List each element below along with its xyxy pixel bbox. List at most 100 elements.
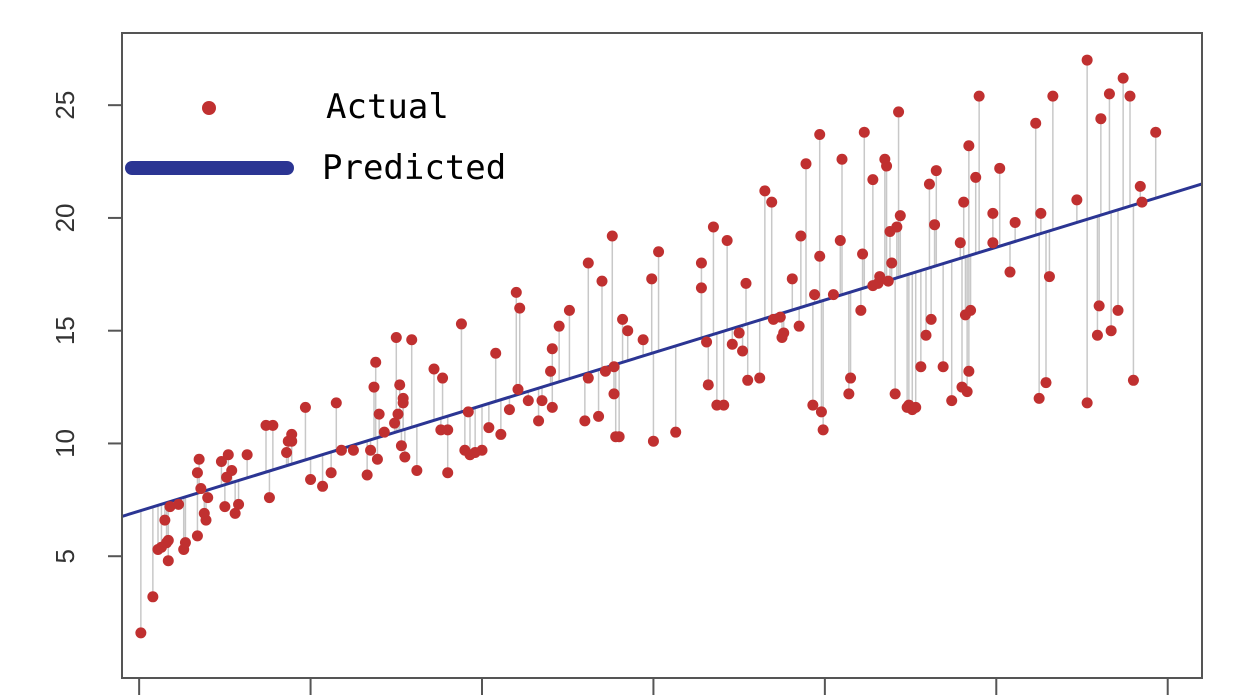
actual-point xyxy=(886,257,898,269)
legend-actual-marker xyxy=(202,101,216,115)
actual-point xyxy=(147,591,159,603)
plot-frame xyxy=(121,32,1203,679)
actual-point xyxy=(894,210,906,222)
actual-point xyxy=(263,492,275,504)
actual-point xyxy=(233,498,245,510)
actual-point xyxy=(365,444,377,456)
legend-predicted-label: Predicted xyxy=(322,148,506,188)
actual-point xyxy=(608,388,620,400)
actual-point xyxy=(229,507,241,519)
actual-point xyxy=(1004,266,1016,278)
actual-point xyxy=(954,237,966,249)
actual-point xyxy=(786,273,798,285)
actual-point xyxy=(617,313,629,325)
actual-point xyxy=(325,467,337,479)
actual-point xyxy=(827,289,839,301)
actual-point xyxy=(1134,180,1146,192)
actual-point xyxy=(622,325,634,337)
actual-point xyxy=(335,444,347,456)
y-tick-label: 10 xyxy=(50,429,80,458)
actual-point xyxy=(874,271,886,283)
actual-point xyxy=(958,196,970,208)
actual-point xyxy=(582,257,594,269)
actual-point xyxy=(910,401,922,413)
actual-point xyxy=(1040,377,1052,389)
actual-point xyxy=(1127,374,1139,386)
actual-point xyxy=(428,363,440,375)
actual-point xyxy=(923,178,935,190)
actual-point xyxy=(241,449,253,461)
actual-point xyxy=(1136,196,1148,208)
y-tick-label: 5 xyxy=(50,549,80,563)
actual-point xyxy=(159,514,171,526)
actual-point xyxy=(925,313,937,325)
actual-point xyxy=(390,331,402,343)
actual-point xyxy=(1117,72,1129,84)
actual-point xyxy=(533,415,545,427)
actual-point xyxy=(510,286,522,298)
actual-point xyxy=(1081,397,1093,409)
actual-point xyxy=(937,361,949,373)
actual-point xyxy=(613,431,625,443)
actual-point xyxy=(399,451,411,463)
actual-point xyxy=(599,365,611,377)
actual-point xyxy=(737,345,749,357)
actual-point xyxy=(915,361,927,373)
actual-point xyxy=(889,388,901,400)
actual-point xyxy=(893,106,905,118)
actual-point xyxy=(970,171,982,183)
actual-point xyxy=(406,334,418,346)
actual-point xyxy=(1035,207,1047,219)
actual-point xyxy=(553,320,565,332)
actual-point xyxy=(742,374,754,386)
actual-point xyxy=(226,465,238,477)
actual-point xyxy=(361,469,373,481)
predicted-line xyxy=(122,182,1202,518)
actual-point xyxy=(845,372,857,384)
actual-point xyxy=(582,372,594,384)
actual-point xyxy=(371,453,383,465)
actual-point xyxy=(795,230,807,242)
actual-point xyxy=(834,234,846,246)
actual-point xyxy=(606,230,618,242)
actual-point xyxy=(1124,90,1136,102)
actual-point xyxy=(1091,329,1103,341)
actual-point xyxy=(1043,271,1055,283)
actual-point xyxy=(162,555,174,567)
actual-point xyxy=(973,90,985,102)
actual-point xyxy=(994,162,1006,174)
actual-point xyxy=(637,334,649,346)
actual-point xyxy=(1112,304,1124,316)
legend-actual-label: Actual xyxy=(326,87,449,127)
actual-point xyxy=(546,401,558,413)
actual-point xyxy=(695,257,707,269)
predicted-line-group xyxy=(122,182,1202,518)
actual-point xyxy=(317,480,329,492)
actual-point xyxy=(394,379,406,391)
actual-point xyxy=(462,406,474,418)
actual-point xyxy=(946,395,958,407)
actual-point xyxy=(1095,113,1107,125)
actual-point xyxy=(202,492,214,504)
actual-point xyxy=(1009,216,1021,228)
actual-point xyxy=(495,428,507,440)
actual-point xyxy=(442,467,454,479)
residual-lines xyxy=(140,60,1157,633)
actual-point xyxy=(411,465,423,477)
actual-point xyxy=(596,275,608,287)
actual-point xyxy=(281,446,293,458)
actual-point xyxy=(200,514,212,526)
actual-point xyxy=(135,627,147,639)
actual-point xyxy=(721,234,733,246)
actual-point xyxy=(793,320,805,332)
actual-point xyxy=(726,338,738,350)
actual-point xyxy=(215,455,227,467)
actual-point xyxy=(891,221,903,233)
actual-point xyxy=(778,327,790,339)
y-axis: 5 10 15 20 25 xyxy=(50,91,122,563)
actual-point xyxy=(164,501,176,513)
actual-point xyxy=(987,207,999,219)
actual-point xyxy=(867,174,879,186)
actual-point xyxy=(817,424,829,436)
actual-point xyxy=(858,126,870,138)
